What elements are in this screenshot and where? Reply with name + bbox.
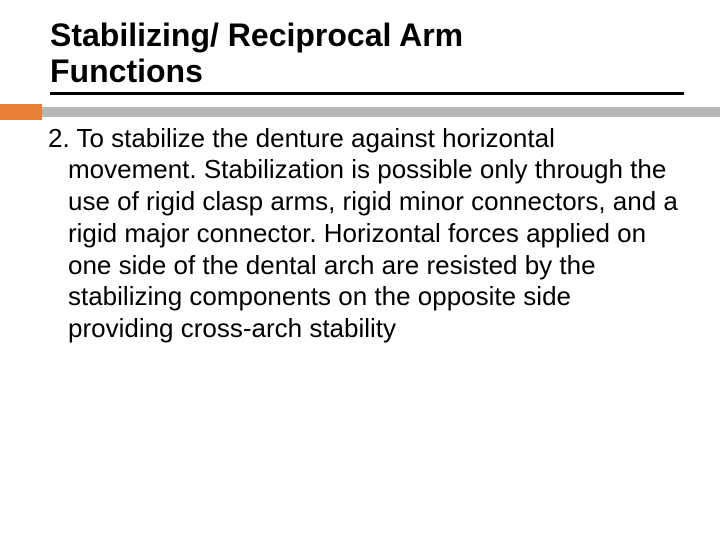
title-block: Stabilizing/ Reciprocal Arm Functions — [50, 18, 684, 95]
title-line-2: Functions — [50, 53, 203, 89]
slide-title: Stabilizing/ Reciprocal Arm Functions — [50, 18, 684, 90]
title-underline — [50, 92, 684, 95]
body-area: 2. To stabilize the denture against hori… — [48, 123, 680, 345]
title-line-1: Stabilizing/ Reciprocal Arm — [50, 17, 463, 53]
gray-bar — [42, 107, 720, 117]
slide-container: Stabilizing/ Reciprocal Arm Functions 2.… — [0, 0, 720, 540]
body-text: 2. To stabilize the denture against hori… — [48, 123, 680, 345]
body-first-line: 2. To stabilize the denture against hori… — [48, 123, 680, 155]
body-rest: movement. Stabilization is possible only… — [48, 154, 680, 344]
accent-bar — [0, 104, 42, 120]
